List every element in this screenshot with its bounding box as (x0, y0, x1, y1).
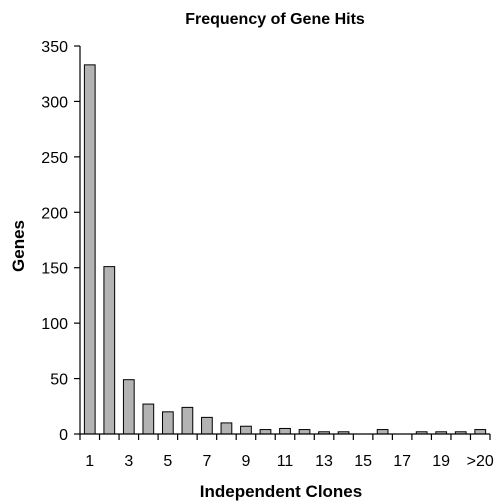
bar-2 (103, 266, 116, 435)
bar-4 (142, 403, 155, 435)
y-tick-label: 0 (59, 427, 68, 444)
bar-8 (220, 422, 233, 435)
x-tick-label: 15 (354, 453, 372, 470)
bar-6 (181, 406, 194, 435)
x-tick-label: >20 (467, 453, 494, 470)
bar-7 (201, 416, 213, 435)
bar-12 (298, 429, 311, 435)
bar-10 (259, 429, 272, 435)
x-axis-ticks: 1 3 5 7 9 11 13 15 17 19 >20 (79, 434, 494, 470)
bars-group (83, 64, 487, 435)
x-tick-label: 11 (277, 453, 294, 470)
y-tick-label: 300 (41, 94, 68, 111)
x-tick-label: 9 (241, 453, 250, 470)
y-tick-label: 350 (41, 39, 68, 56)
x-tick-label: 19 (432, 453, 450, 470)
bar-16 (376, 429, 389, 435)
x-axis-title: Independent Clones (200, 482, 362, 501)
bar-1 (83, 64, 96, 435)
bar->20 (474, 429, 487, 435)
y-tick-label: 150 (41, 261, 68, 278)
x-tick-label: 17 (393, 453, 411, 470)
x-tick-label: 5 (163, 453, 172, 470)
x-tick-label: 7 (202, 453, 211, 470)
y-tick-label: 250 (41, 150, 68, 167)
bar-11 (279, 427, 291, 435)
bar-3 (122, 379, 135, 435)
chart-title: Frequency of Gene Hits (185, 11, 365, 28)
x-tick-label: 13 (315, 453, 333, 470)
bar-9 (240, 425, 252, 435)
y-axis-title: Genes (9, 220, 28, 272)
bar-5 (161, 411, 174, 435)
x-tick-label: 1 (85, 453, 94, 470)
y-tick-label: 50 (50, 372, 68, 389)
y-tick-label: 100 (41, 316, 68, 333)
y-axis-ticks: 0 50 100 150 200 250 300 350 (41, 39, 80, 444)
x-tick-label: 3 (124, 453, 133, 470)
y-tick-label: 200 (41, 205, 68, 222)
